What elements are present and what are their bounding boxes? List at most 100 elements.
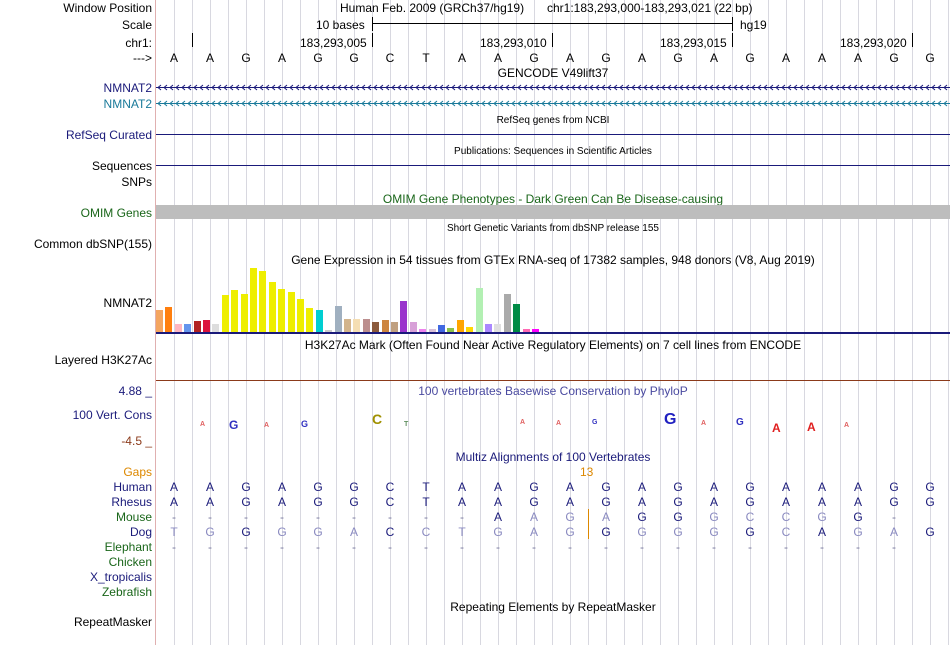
gtex-tissue-bar[interactable] (184, 324, 192, 332)
gtex-tissue-bar[interactable] (466, 327, 474, 332)
alignment-base-rhesus: A (781, 495, 790, 509)
gtex-tissue-bar[interactable] (297, 299, 304, 332)
gtex-tissue-bar[interactable] (494, 324, 502, 332)
gtex-tissue-bar[interactable] (532, 329, 539, 332)
strand-chevron (253, 84, 258, 91)
track-label-nmnat2-gencode-2[interactable]: NMNAT2 (103, 97, 152, 111)
gtex-tissue-bar[interactable] (400, 301, 408, 332)
gtex-tissue-bar[interactable] (156, 310, 163, 332)
alignment-base-dog: G (673, 525, 683, 539)
gtex-tissue-bar[interactable] (513, 304, 521, 332)
refseq-gene-line[interactable] (156, 134, 950, 135)
gtex-tissue-bar[interactable] (391, 322, 398, 332)
track-label-cons[interactable]: 100 Vert. Cons (72, 408, 152, 422)
gencode-gene-models[interactable] (156, 80, 950, 110)
strand-chevron (397, 84, 402, 91)
strand-chevron (325, 84, 330, 91)
alignment-base-human: A (853, 480, 862, 494)
strand-chevron (697, 84, 702, 91)
strand-chevron (427, 100, 432, 107)
gtex-tissue-bar[interactable] (315, 310, 323, 332)
gtex-tissue-bar[interactable] (503, 294, 511, 332)
gtex-tissue-bar[interactable] (250, 268, 257, 332)
gtex-tissue-bar[interactable] (485, 324, 492, 332)
sequences-line[interactable] (156, 165, 950, 166)
gtex-tissue-bar[interactable] (221, 295, 229, 332)
strand-chevron (337, 100, 342, 107)
gtex-tissue-bar[interactable] (447, 328, 455, 332)
alignment-base-human: A (169, 480, 178, 494)
gtex-tissue-bar[interactable] (344, 319, 351, 332)
track-label-sequences[interactable]: Sequences (91, 159, 152, 173)
gtex-bar-chart[interactable] (156, 266, 556, 332)
strand-chevron (649, 100, 654, 107)
gtex-tissue-bar[interactable] (278, 289, 286, 332)
omim-gene-bar[interactable] (156, 205, 950, 219)
track-label-omim[interactable]: OMIM Genes (80, 206, 152, 220)
strand-chevron (925, 84, 930, 91)
strand-chevron (817, 84, 822, 91)
gtex-tissue-bar[interactable] (428, 329, 436, 332)
gtex-tissue-bar[interactable] (334, 306, 342, 332)
track-label-snps[interactable]: SNPs (121, 175, 152, 189)
gtex-tissue-bar[interactable] (203, 320, 210, 332)
species-label-x-tropicalis: X_tropicalis (89, 570, 152, 584)
strand-chevron (355, 84, 360, 91)
strand-chevron (385, 100, 390, 107)
strand-chevron (787, 84, 792, 91)
gtex-tissue-bar[interactable] (409, 322, 417, 332)
gtex-tissue-bar[interactable] (306, 308, 314, 332)
strand-chevron (745, 100, 750, 107)
strand-chevron (517, 84, 522, 91)
strand-chevron (223, 100, 228, 107)
gtex-tissue-bar[interactable] (325, 330, 333, 332)
gtex-tissue-bar[interactable] (438, 325, 445, 332)
track-label-common-dbsnp[interactable]: Common dbSNP(155) (33, 237, 152, 251)
alignment-base-rhesus: G (601, 495, 611, 509)
gtex-tissue-bar[interactable] (259, 271, 267, 332)
scale-db-label: hg19 (740, 18, 767, 32)
track-label-h3k27ac[interactable]: Layered H3K27Ac (54, 353, 152, 367)
gtex-tissue-bar[interactable] (353, 319, 361, 332)
strand-chevron (235, 84, 240, 91)
strand-chevron (517, 100, 522, 107)
alignment-base-elephant: - (748, 540, 752, 554)
strand-chevron (199, 84, 204, 91)
strand-chevron (529, 100, 534, 107)
gtex-tissue-bar[interactable] (165, 307, 173, 332)
phylop-logo[interactable]: A G A G C T A A G G A G A A A (156, 398, 950, 438)
strand-chevron (175, 84, 180, 91)
strand-chevron (697, 100, 702, 107)
dbsnp-track-title: Short Genetic Variants from dbSNP releas… (447, 223, 659, 234)
gtex-tissue-bar[interactable] (193, 321, 201, 332)
strand-chevron (769, 84, 774, 91)
gtex-tissue-bar[interactable] (381, 320, 389, 332)
strand-chevron (673, 100, 678, 107)
h3k27ac-signal-line[interactable] (156, 380, 950, 381)
alignment-base-dog: C (781, 525, 791, 539)
strand-chevron (703, 100, 708, 107)
gtex-tissue-bar[interactable] (456, 320, 464, 332)
track-label-refseq[interactable]: RefSeq Curated (65, 128, 152, 142)
strand-chevron (715, 84, 720, 91)
gtex-tissue-bar[interactable] (287, 292, 295, 332)
cons-min-label: -4.5 _ (121, 434, 152, 448)
strand-chevron (877, 100, 882, 107)
gtex-tissue-bar[interactable] (268, 282, 276, 332)
alignment-base-dog: G (241, 525, 251, 539)
alignment-base-mouse: C (781, 510, 791, 524)
gtex-tissue-bar[interactable] (231, 290, 239, 332)
gtex-tissue-bar[interactable] (240, 294, 248, 332)
track-label-repeatmasker[interactable]: RepeatMasker (73, 615, 152, 629)
gtex-tissue-bar[interactable] (362, 319, 370, 332)
gtex-tissue-bar[interactable] (174, 324, 182, 332)
track-label-nmnat2-gencode[interactable]: NMNAT2 (103, 81, 152, 95)
gtex-tissue-bar[interactable] (419, 329, 427, 332)
gtex-tissue-bar[interactable] (372, 322, 380, 332)
gtex-tissue-bar[interactable] (475, 288, 483, 332)
gtex-tissue-bar[interactable] (522, 329, 530, 332)
gtex-tissue-bar[interactable] (212, 324, 220, 332)
track-label-gtex[interactable]: NMNAT2 (103, 296, 152, 310)
grid-line (390, 0, 391, 645)
